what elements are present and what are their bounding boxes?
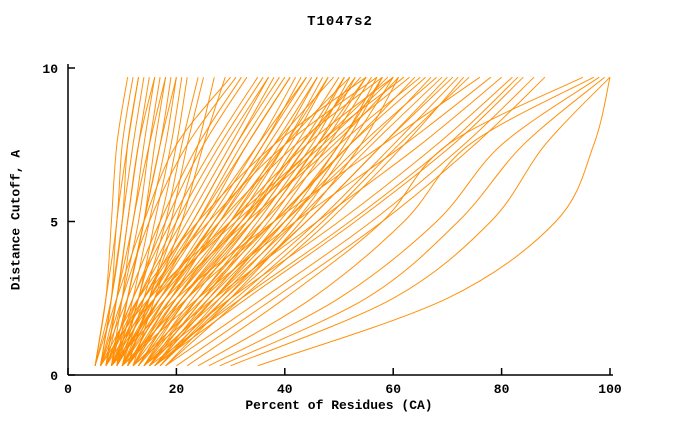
- gdt-curve: [105, 76, 269, 367]
- gdt-curve: [132, 76, 421, 367]
- gdt-curve: [121, 76, 492, 367]
- gdt-curve: [143, 76, 454, 367]
- gdt-curve: [100, 76, 242, 366]
- gdt-curve: [159, 76, 459, 367]
- gdt-curve: [230, 76, 611, 367]
- y-tick-label: 0: [50, 369, 58, 384]
- y-tick-label: 10: [42, 62, 58, 77]
- gdt-curve: [127, 76, 410, 367]
- gdt-curve: [132, 76, 432, 367]
- gdt-curve: [100, 77, 139, 366]
- gdt-curve: [197, 76, 594, 367]
- gdt-curve: [159, 76, 383, 367]
- gdt-curve: [105, 76, 259, 366]
- gdt-curve: [165, 76, 535, 367]
- gdt-curve: [100, 76, 237, 366]
- gdt-curve: [94, 77, 129, 366]
- gdt-curve: [105, 76, 394, 367]
- gdt-curve: [105, 76, 378, 367]
- gdt-curve: [219, 76, 605, 367]
- gdt-curve: [154, 76, 524, 367]
- gdt-curve: [165, 76, 465, 367]
- x-tick-label: 60: [385, 382, 401, 397]
- gdt-curve: [100, 76, 367, 367]
- x-tick-label: 20: [169, 382, 185, 397]
- y-tick-label: 5: [50, 216, 58, 231]
- gdt-curve: [105, 77, 156, 366]
- gdt-curve: [149, 76, 519, 367]
- gdt-curve: [100, 76, 389, 367]
- x-tick-label: 100: [598, 382, 622, 397]
- gdt-curve: [132, 76, 502, 367]
- gdt-curve: [94, 76, 231, 366]
- y-axis-label-text: Distance Cutoff, A: [8, 149, 24, 291]
- gdt-curve: [105, 77, 161, 366]
- gdt-curve: [111, 76, 399, 367]
- gdt-curve: [208, 76, 600, 367]
- gdt-curve: [257, 77, 611, 367]
- x-tick-label: 40: [277, 382, 293, 397]
- gdt-curve: [148, 76, 367, 367]
- gdt-curve: [165, 76, 400, 367]
- gdt-curve: [143, 76, 513, 367]
- gdt-curve: [121, 76, 351, 367]
- gdt-curve: [110, 76, 383, 367]
- chart-title: T1047s2: [307, 14, 373, 30]
- x-axis-label: Percent of Residues (CA): [245, 398, 433, 413]
- gdt-curve: [110, 76, 264, 366]
- x-tick-label: 0: [64, 382, 72, 397]
- gdt-curve: [110, 76, 307, 367]
- gdt-curve: [111, 76, 481, 367]
- x-tick-label: 80: [494, 382, 510, 397]
- gdt-curve: [186, 76, 584, 367]
